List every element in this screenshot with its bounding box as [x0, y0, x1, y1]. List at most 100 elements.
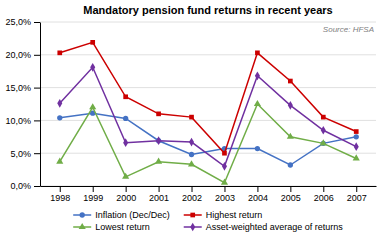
series-line	[60, 42, 356, 153]
data-point	[188, 160, 195, 166]
x-tick-label: 2006	[314, 193, 334, 203]
x-tick: 2000	[116, 186, 136, 203]
data-point	[354, 134, 359, 139]
data-point	[222, 151, 227, 156]
legend-item: Asset-weighted average of returns	[184, 222, 344, 232]
y-tick-mark	[34, 120, 40, 121]
legend-marker	[190, 223, 195, 232]
y-axis-line	[40, 23, 41, 187]
grid-line	[40, 87, 376, 88]
data-point	[287, 133, 294, 139]
y-tick-mark	[34, 153, 40, 154]
x-axis-line	[41, 186, 377, 187]
y-axis: 0,0% 5,0% 10,0% 15,0% 20,0% 25,0%	[5, 17, 40, 191]
data-point	[189, 115, 194, 120]
x-tick-label: 2004	[248, 193, 268, 203]
grid-line	[40, 22, 376, 23]
data-point	[221, 179, 228, 185]
grid	[40, 22, 376, 186]
chart: 1998199920002001200220032004200520062007…	[0, 0, 386, 236]
legend-item: Lowest return	[73, 222, 150, 232]
data-point	[90, 63, 95, 72]
x-tick-mark	[323, 186, 324, 192]
legend-item: Inflation (Dec/Dec)	[73, 210, 170, 220]
x-tick: 1998	[50, 186, 70, 203]
legend-label: Highest return	[206, 210, 263, 220]
data-point	[354, 142, 359, 151]
legend-marker	[79, 223, 86, 229]
data-point	[255, 146, 260, 151]
y-tick-mark	[34, 88, 40, 89]
y-tick: 20,0%	[5, 50, 40, 60]
data-point	[354, 129, 359, 134]
data-point	[189, 152, 194, 157]
y-tick-label: 25,0%	[5, 17, 31, 27]
data-point	[189, 138, 194, 147]
series-line	[60, 104, 356, 183]
x-tick: 2001	[149, 186, 169, 203]
y-tick: 5,0%	[10, 149, 40, 159]
x-tick-mark	[257, 186, 258, 192]
y-tick-mark	[34, 186, 40, 187]
legend-label: Lowest return	[95, 222, 150, 232]
data-point	[321, 115, 326, 120]
data-point	[123, 116, 128, 121]
data-point	[353, 154, 360, 160]
x-axis: 1998199920002001200220032004200520062007	[41, 186, 377, 203]
data-point	[321, 126, 326, 135]
data-point	[288, 79, 293, 84]
data-point	[122, 173, 129, 179]
x-tick-mark	[224, 186, 225, 192]
x-tick: 2006	[314, 186, 334, 203]
data-point	[222, 162, 227, 171]
grid-line	[40, 120, 376, 121]
x-tick-label: 1999	[83, 193, 103, 203]
x-tick-label: 2001	[149, 193, 169, 203]
y-tick-mark	[34, 55, 40, 56]
data-point	[123, 94, 128, 99]
legend-item: Highest return	[184, 210, 263, 220]
data-point	[89, 103, 96, 109]
x-tick-mark	[356, 186, 357, 192]
annotation: Source: HFSA	[323, 25, 374, 34]
legend-label: Asset-weighted average of returns	[206, 222, 344, 232]
grid-line	[40, 186, 376, 187]
y-tick-label: 20,0%	[5, 50, 31, 60]
x-tick: 2002	[182, 186, 202, 203]
data-point	[156, 136, 161, 145]
x-tick-mark	[126, 186, 127, 192]
title: Mandatory pension fund returns in recent…	[83, 4, 332, 16]
data-point	[57, 99, 62, 108]
x-tick-mark	[192, 186, 193, 192]
x-tick-label: 2003	[215, 193, 235, 203]
legend-marker	[80, 212, 85, 217]
y-tick: 0,0%	[10, 181, 40, 191]
data-point	[288, 162, 293, 167]
data-point	[255, 71, 260, 80]
data-point	[155, 158, 162, 164]
grid-line	[40, 54, 376, 55]
x-tick: 2007	[347, 186, 367, 203]
x-tick: 2004	[248, 186, 268, 203]
data-point	[57, 50, 62, 55]
data-point	[90, 40, 95, 45]
x-tick: 2003	[215, 186, 235, 203]
data-point	[57, 115, 62, 120]
x-tick-mark	[93, 186, 94, 192]
x-tick-mark	[159, 186, 160, 192]
legend-marker	[190, 213, 195, 218]
x-tick-label: 2000	[116, 193, 136, 203]
x-tick: 1999	[83, 186, 103, 203]
data-point	[254, 100, 261, 106]
data-point	[123, 138, 128, 147]
plot-area	[56, 40, 360, 185]
x-tick-mark	[60, 186, 61, 192]
data-point	[156, 111, 161, 116]
legend: Inflation (Dec/Dec) Highest return Lowest …	[73, 210, 343, 232]
data-point	[288, 101, 293, 110]
y-tick-label: 15,0%	[5, 83, 31, 93]
x-tick-label: 2002	[182, 193, 202, 203]
y-tick-label: 5,0%	[10, 149, 31, 159]
y-tick: 10,0%	[5, 116, 40, 126]
y-tick-label: 10,0%	[5, 116, 31, 126]
